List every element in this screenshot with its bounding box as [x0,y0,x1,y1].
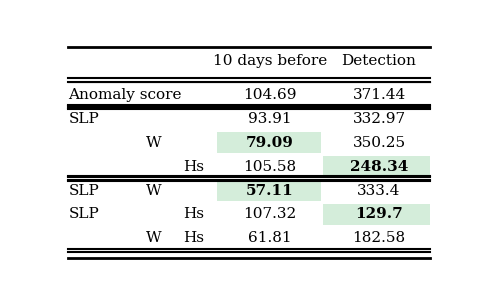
FancyBboxPatch shape [217,132,321,153]
Text: 371.44: 371.44 [352,88,406,102]
Text: 333.4: 333.4 [357,184,400,197]
Text: W: W [145,184,161,197]
Text: 129.7: 129.7 [355,207,403,221]
Text: 248.34: 248.34 [350,160,408,173]
Text: Hs: Hs [183,160,204,173]
Text: W: W [145,231,161,245]
Text: Detection: Detection [342,54,417,67]
Text: 104.69: 104.69 [243,88,296,102]
Text: 350.25: 350.25 [352,136,406,150]
Text: 332.97: 332.97 [352,112,406,126]
Text: 93.91: 93.91 [248,112,292,126]
FancyBboxPatch shape [323,156,430,177]
Text: 57.11: 57.11 [246,184,294,197]
FancyBboxPatch shape [217,180,321,201]
Text: 182.58: 182.58 [352,231,406,245]
Text: SLP: SLP [68,207,99,221]
Text: Hs: Hs [183,207,204,221]
Text: 107.32: 107.32 [243,207,296,221]
FancyBboxPatch shape [323,204,430,225]
Text: 105.58: 105.58 [243,160,296,173]
Text: 10 days before: 10 days before [213,54,327,67]
Text: 61.81: 61.81 [248,231,292,245]
Text: 79.09: 79.09 [246,136,294,150]
Text: Anomaly score: Anomaly score [68,88,182,102]
Text: SLP: SLP [68,184,99,197]
Text: Hs: Hs [183,231,204,245]
Text: SLP: SLP [68,112,99,126]
Text: W: W [145,136,161,150]
